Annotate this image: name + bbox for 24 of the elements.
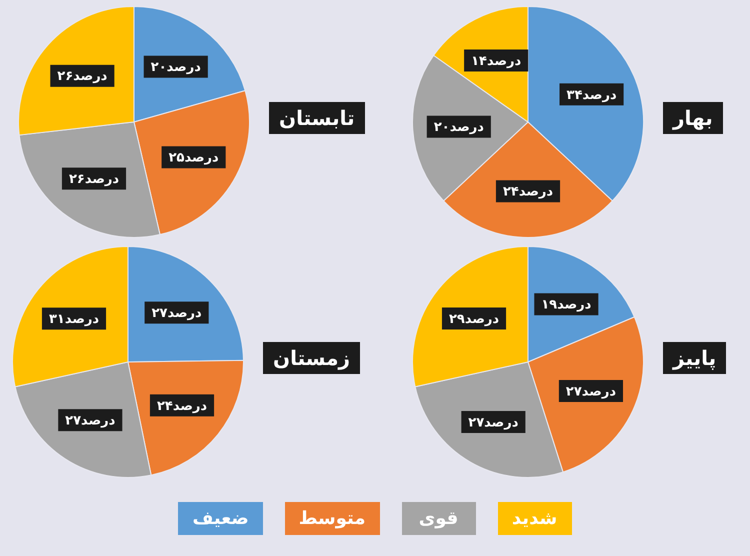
data-label: ۲۷درصد: [152, 306, 202, 322]
data-label: ۲۵درصد: [168, 150, 220, 166]
data-label: ۱۹درصد: [541, 298, 592, 313]
text: پاییز: [663, 342, 726, 374]
data-label: ۲۷درصد: [468, 415, 519, 430]
data-label: ۲۰درصد: [150, 60, 202, 76]
data-label: ۳۴درصد: [566, 88, 617, 103]
data-label: ۲۷درصد: [65, 413, 116, 428]
data-label: ۱۴درصد: [471, 54, 522, 69]
legend-label: ضعیف: [192, 502, 263, 535]
data-label: ۲۴درصد: [502, 184, 554, 200]
data-label: ۳۱درصد: [48, 312, 100, 327]
data-label: ۲۷درصد: [566, 384, 616, 400]
data-label: ۲۶درصد: [57, 69, 108, 84]
text: زمستان: [263, 342, 360, 374]
text: تابستان: [269, 102, 365, 134]
legend-label: شدید: [512, 502, 572, 535]
legend-label: متوسط: [298, 502, 380, 535]
legend-label: قوی: [416, 502, 476, 535]
data-label: ۲۶درصد: [68, 172, 120, 187]
text: بهار: [663, 102, 723, 134]
data-label: ۲۰درصد: [434, 120, 484, 136]
data-label: ۲۹درصد: [448, 312, 500, 327]
data-label: ۲۴درصد: [156, 398, 208, 414]
